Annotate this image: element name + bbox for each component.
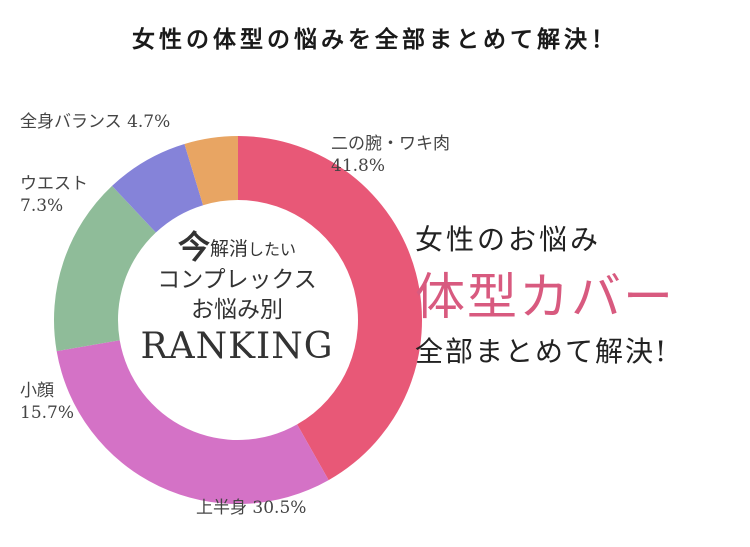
slice-label-waist: ウエスト 7.3% — [20, 173, 88, 217]
promo-line1: 女性のお悩み — [415, 223, 602, 256]
slice-small-face — [53, 185, 156, 352]
center-line3: お悩み別 — [191, 297, 283, 323]
center-text: 今解消したい コンプレックス お悩み別 RANKING — [132, 231, 342, 369]
value-label: 41.8% — [331, 156, 386, 176]
value-label: 7.3% — [20, 196, 64, 216]
slice-whole-body — [184, 136, 238, 206]
promo-line3: 全部まとめて解決! — [415, 335, 669, 368]
center-line2: コンプレックス — [157, 267, 317, 293]
slice-arm — [238, 136, 422, 481]
center-line1-small: したい — [248, 240, 297, 259]
value-label: 15.7% — [20, 403, 75, 423]
slice-label-arm: 二の腕・ワキ肉 41.8% — [331, 133, 450, 177]
category-label: 二の腕・ワキ肉 — [331, 134, 450, 154]
slice-waist — [112, 143, 204, 233]
center-ranking: RANKING — [140, 326, 334, 367]
center-line1-mid: 解消 — [209, 238, 248, 260]
category-label: 全身バランス — [20, 112, 122, 132]
category-label: 小顔 — [20, 381, 54, 401]
slice-label-small-face: 小顔 15.7% — [20, 380, 74, 424]
slice-label-upper-body: 上半身 30.5% — [196, 497, 306, 519]
value-label: 30.5% — [252, 498, 307, 518]
promo-text: 女性のお悩み 体型カバー 全部まとめて解決! — [415, 218, 675, 372]
value-label: 4.7% — [127, 112, 171, 132]
slice-upper-body — [56, 340, 329, 505]
category-label: ウエスト — [20, 174, 88, 194]
headline: 女性の体型の悩みを全部まとめて解決！ — [132, 27, 618, 53]
category-label: 上半身 — [196, 498, 247, 518]
slice-label-whole-body: 全身バランス 4.7% — [20, 111, 170, 133]
center-big-char: 今 — [177, 228, 210, 266]
promo-line2: 体型カバー — [415, 268, 675, 326]
